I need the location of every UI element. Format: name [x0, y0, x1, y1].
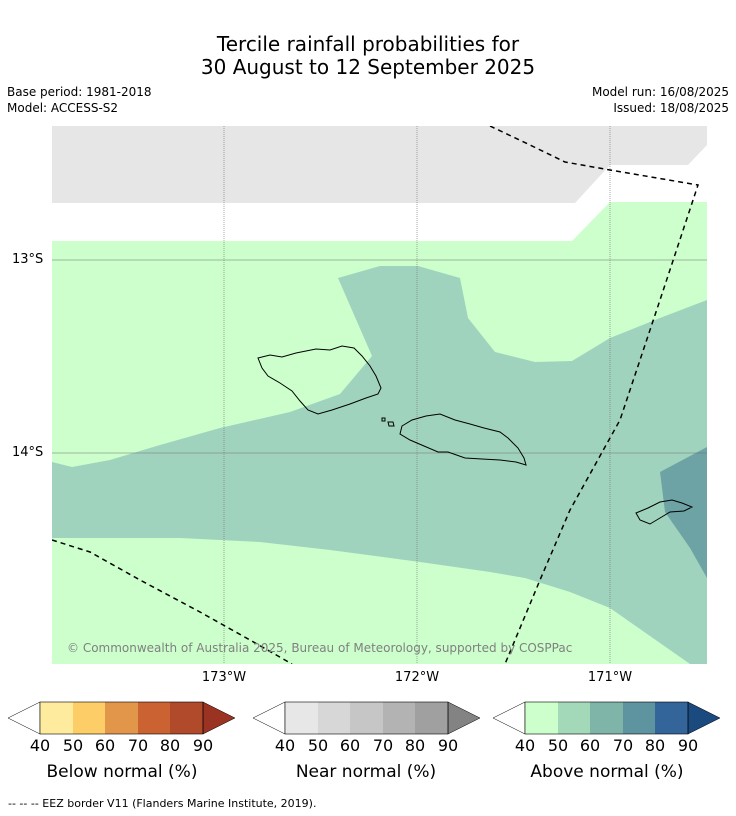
- tick-label: 80: [159, 736, 181, 755]
- colorbar-near-normal-band-70: [383, 702, 415, 734]
- colorbar-below-normal-title: Below normal (%): [46, 762, 198, 782]
- graticule: [52, 126, 707, 664]
- colorbar-near-normal-title: Near normal (%): [295, 762, 437, 782]
- above-normal-60-region: [660, 447, 707, 578]
- eez-border: [52, 126, 699, 664]
- longitude-label-171w: 171°W: [587, 670, 633, 685]
- manono-island-outline: [387, 421, 395, 427]
- colorbar-above-normal: [492, 701, 721, 735]
- tick-label: 50: [307, 736, 329, 755]
- model-label: Model: ACCESS-S2: [7, 101, 119, 115]
- colorbar-below-normal-max-arrow: [202, 701, 236, 735]
- colorbar-above-normal-title: Above normal (%): [530, 762, 684, 782]
- tick-label: 90: [437, 736, 459, 755]
- colorbar-near-normal-min-arrow: [252, 701, 286, 735]
- above-normal-50-region: [52, 266, 707, 664]
- tick-label: 70: [127, 736, 149, 755]
- colorbar-near-normal-band-50: [318, 702, 350, 734]
- colorbar-below-normal-band-50: [73, 702, 105, 734]
- tick-label: 60: [94, 736, 116, 755]
- colorbar-above-normal-band-80: [655, 702, 688, 734]
- colorbar-below-normal-band-40: [40, 702, 73, 734]
- copyright-notice: © Commonwealth of Australia 2025, Bureau…: [67, 641, 573, 655]
- above-normal-40-patch-south: [212, 638, 707, 664]
- colorbar-below-normal-band-70: [138, 702, 170, 734]
- colorbar-near-normal-band-40: [285, 702, 318, 734]
- samoa-islands: [257, 345, 694, 525]
- no-data-region-top-left: [52, 126, 707, 203]
- tick-label: 90: [677, 736, 699, 755]
- colorbar-above-normal-band-70: [623, 702, 655, 734]
- tick-label: 70: [612, 736, 634, 755]
- tick-label: 70: [372, 736, 394, 755]
- savaii-island-outline: [257, 345, 382, 415]
- longitude-label-173w: 173°W: [201, 670, 247, 685]
- colorbar-near-normal-band-80: [415, 702, 448, 734]
- tick-label: 50: [547, 736, 569, 755]
- forecast-map: [52, 126, 707, 664]
- tick-label: 90: [192, 736, 214, 755]
- map-title-line2: 30 August to 12 September 2025: [200, 55, 536, 79]
- latitude-label-14s: 14°S: [12, 445, 44, 460]
- map-title-line1: Tercile rainfall probabilities for: [216, 32, 520, 56]
- issued-label: Issued: 18/08/2025: [613, 101, 729, 115]
- tick-label: 40: [514, 736, 536, 755]
- upolu-island-outline: [399, 413, 527, 466]
- tick-label: 60: [579, 736, 601, 755]
- colorbar-near-normal: [252, 701, 481, 735]
- colorbar-below-normal-band-80: [170, 702, 203, 734]
- colorbar-near-normal-band-60: [350, 702, 383, 734]
- colorbar-above-normal-band-40: [525, 702, 558, 734]
- colorbar-above-normal-band-60: [590, 702, 623, 734]
- base-period-label: Base period: 1981-2018: [7, 85, 152, 99]
- eez-border-legend: -- -- -- EEZ border V11 (Flanders Marine…: [8, 797, 317, 810]
- latitude-label-13s: 13°S: [12, 252, 44, 267]
- apolima-island-outline: [381, 417, 386, 422]
- colorbar-above-normal-min-arrow: [492, 701, 526, 735]
- tick-label: 80: [404, 736, 426, 755]
- longitude-label-172w: 172°W: [394, 670, 440, 685]
- colorbar-below-normal: [7, 701, 236, 735]
- tick-label: 40: [274, 736, 296, 755]
- colorbar-above-normal-band-50: [558, 702, 590, 734]
- colorbar-below-normal-band-60: [105, 702, 138, 734]
- colorbar-below-normal-min-arrow: [7, 701, 41, 735]
- colorbar-above-normal-max-arrow: [687, 701, 721, 735]
- tutuila-island-outline: [635, 499, 694, 525]
- model-run-label: Model run: 16/08/2025: [591, 85, 729, 99]
- tick-label: 60: [339, 736, 361, 755]
- tick-label: 50: [62, 736, 84, 755]
- colorbar-near-normal-max-arrow: [447, 701, 481, 735]
- tick-label: 40: [29, 736, 51, 755]
- tick-label: 80: [644, 736, 666, 755]
